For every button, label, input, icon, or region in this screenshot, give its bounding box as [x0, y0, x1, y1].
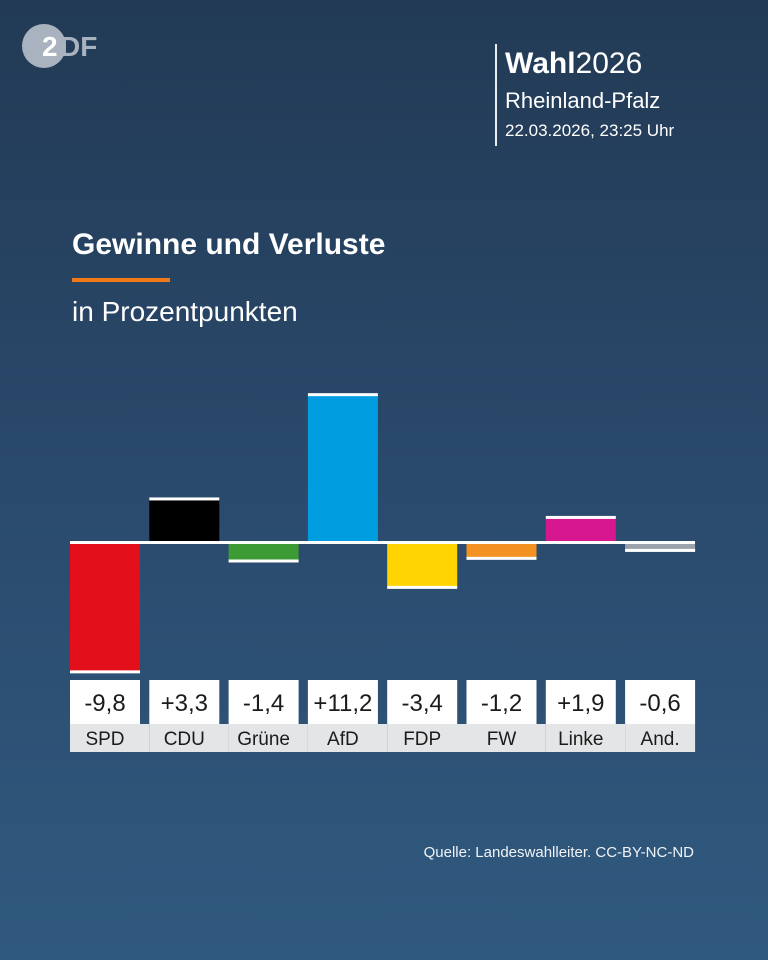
zero-line	[70, 541, 695, 544]
category-label: Linke	[558, 729, 603, 750]
value-label: +11,2	[313, 690, 372, 717]
value-label: -3,4	[402, 690, 443, 717]
bar-afd	[307, 394, 378, 542]
brand-year: 2026	[575, 47, 643, 80]
category-label: Grüne	[237, 729, 290, 750]
bar-cap	[307, 393, 378, 397]
bar-spd	[70, 542, 140, 672]
datetime: 22.03.2026, 23:25 Uhr	[505, 121, 675, 140]
value-box	[387, 680, 458, 724]
category-label: SPD	[85, 729, 124, 750]
bar-grüne	[228, 542, 299, 561]
value-label: +1,9	[557, 690, 604, 717]
bar-linke	[545, 516, 616, 542]
value-label: -9,8	[84, 690, 125, 717]
bar-cap	[466, 556, 537, 560]
chart-title: Gewinne und Verluste	[72, 228, 386, 261]
svg-text:2: 2	[42, 31, 58, 62]
category-box	[387, 724, 467, 752]
bar-fw	[466, 542, 537, 558]
zdf-logo: 2 DF	[22, 24, 97, 68]
category-label: FDP	[403, 729, 441, 750]
value-label: -1,2	[481, 690, 522, 717]
bar-cap	[387, 585, 458, 589]
value-box	[307, 680, 378, 724]
category-label: FW	[487, 729, 517, 750]
value-box	[625, 680, 696, 724]
category-label: AfD	[327, 729, 359, 750]
bar-cap	[70, 670, 140, 674]
election-brand: Wahl2026	[505, 44, 674, 84]
category-label: CDU	[164, 729, 205, 750]
category-box	[70, 724, 150, 752]
election-header: Wahl2026 Rheinland-Pfalz 22.03.2026, 23:…	[495, 44, 674, 146]
value-label: -1,4	[243, 690, 284, 717]
source-note: Quelle: Landeswahlleiter. CC-BY-NC-ND	[423, 844, 694, 861]
value-label: -0,6	[639, 690, 680, 717]
value-box	[149, 680, 220, 724]
bar-cdu	[149, 498, 220, 542]
value-box	[545, 680, 616, 724]
bar-cap	[625, 548, 696, 552]
category-box	[466, 724, 546, 752]
bar-cap	[545, 515, 616, 519]
value-box	[70, 680, 140, 724]
value-box	[466, 680, 537, 724]
bar-fdp	[387, 542, 458, 587]
bar-cap	[228, 559, 299, 563]
bar-cap	[149, 497, 220, 501]
region: Rheinland-Pfalz	[505, 88, 661, 113]
brand-bold: Wahl	[505, 47, 576, 80]
category-box	[625, 724, 696, 752]
title-underline	[72, 278, 170, 282]
category-box	[149, 724, 229, 752]
category-box	[545, 724, 626, 752]
svg-text:DF: DF	[60, 31, 97, 62]
value-label: +3,3	[161, 690, 208, 717]
category-box	[228, 724, 308, 752]
category-box	[307, 724, 388, 752]
value-box	[228, 680, 299, 724]
bar-and	[625, 542, 696, 550]
chart-subtitle: in Prozentpunkten	[72, 296, 298, 327]
category-label: And.	[641, 729, 680, 750]
